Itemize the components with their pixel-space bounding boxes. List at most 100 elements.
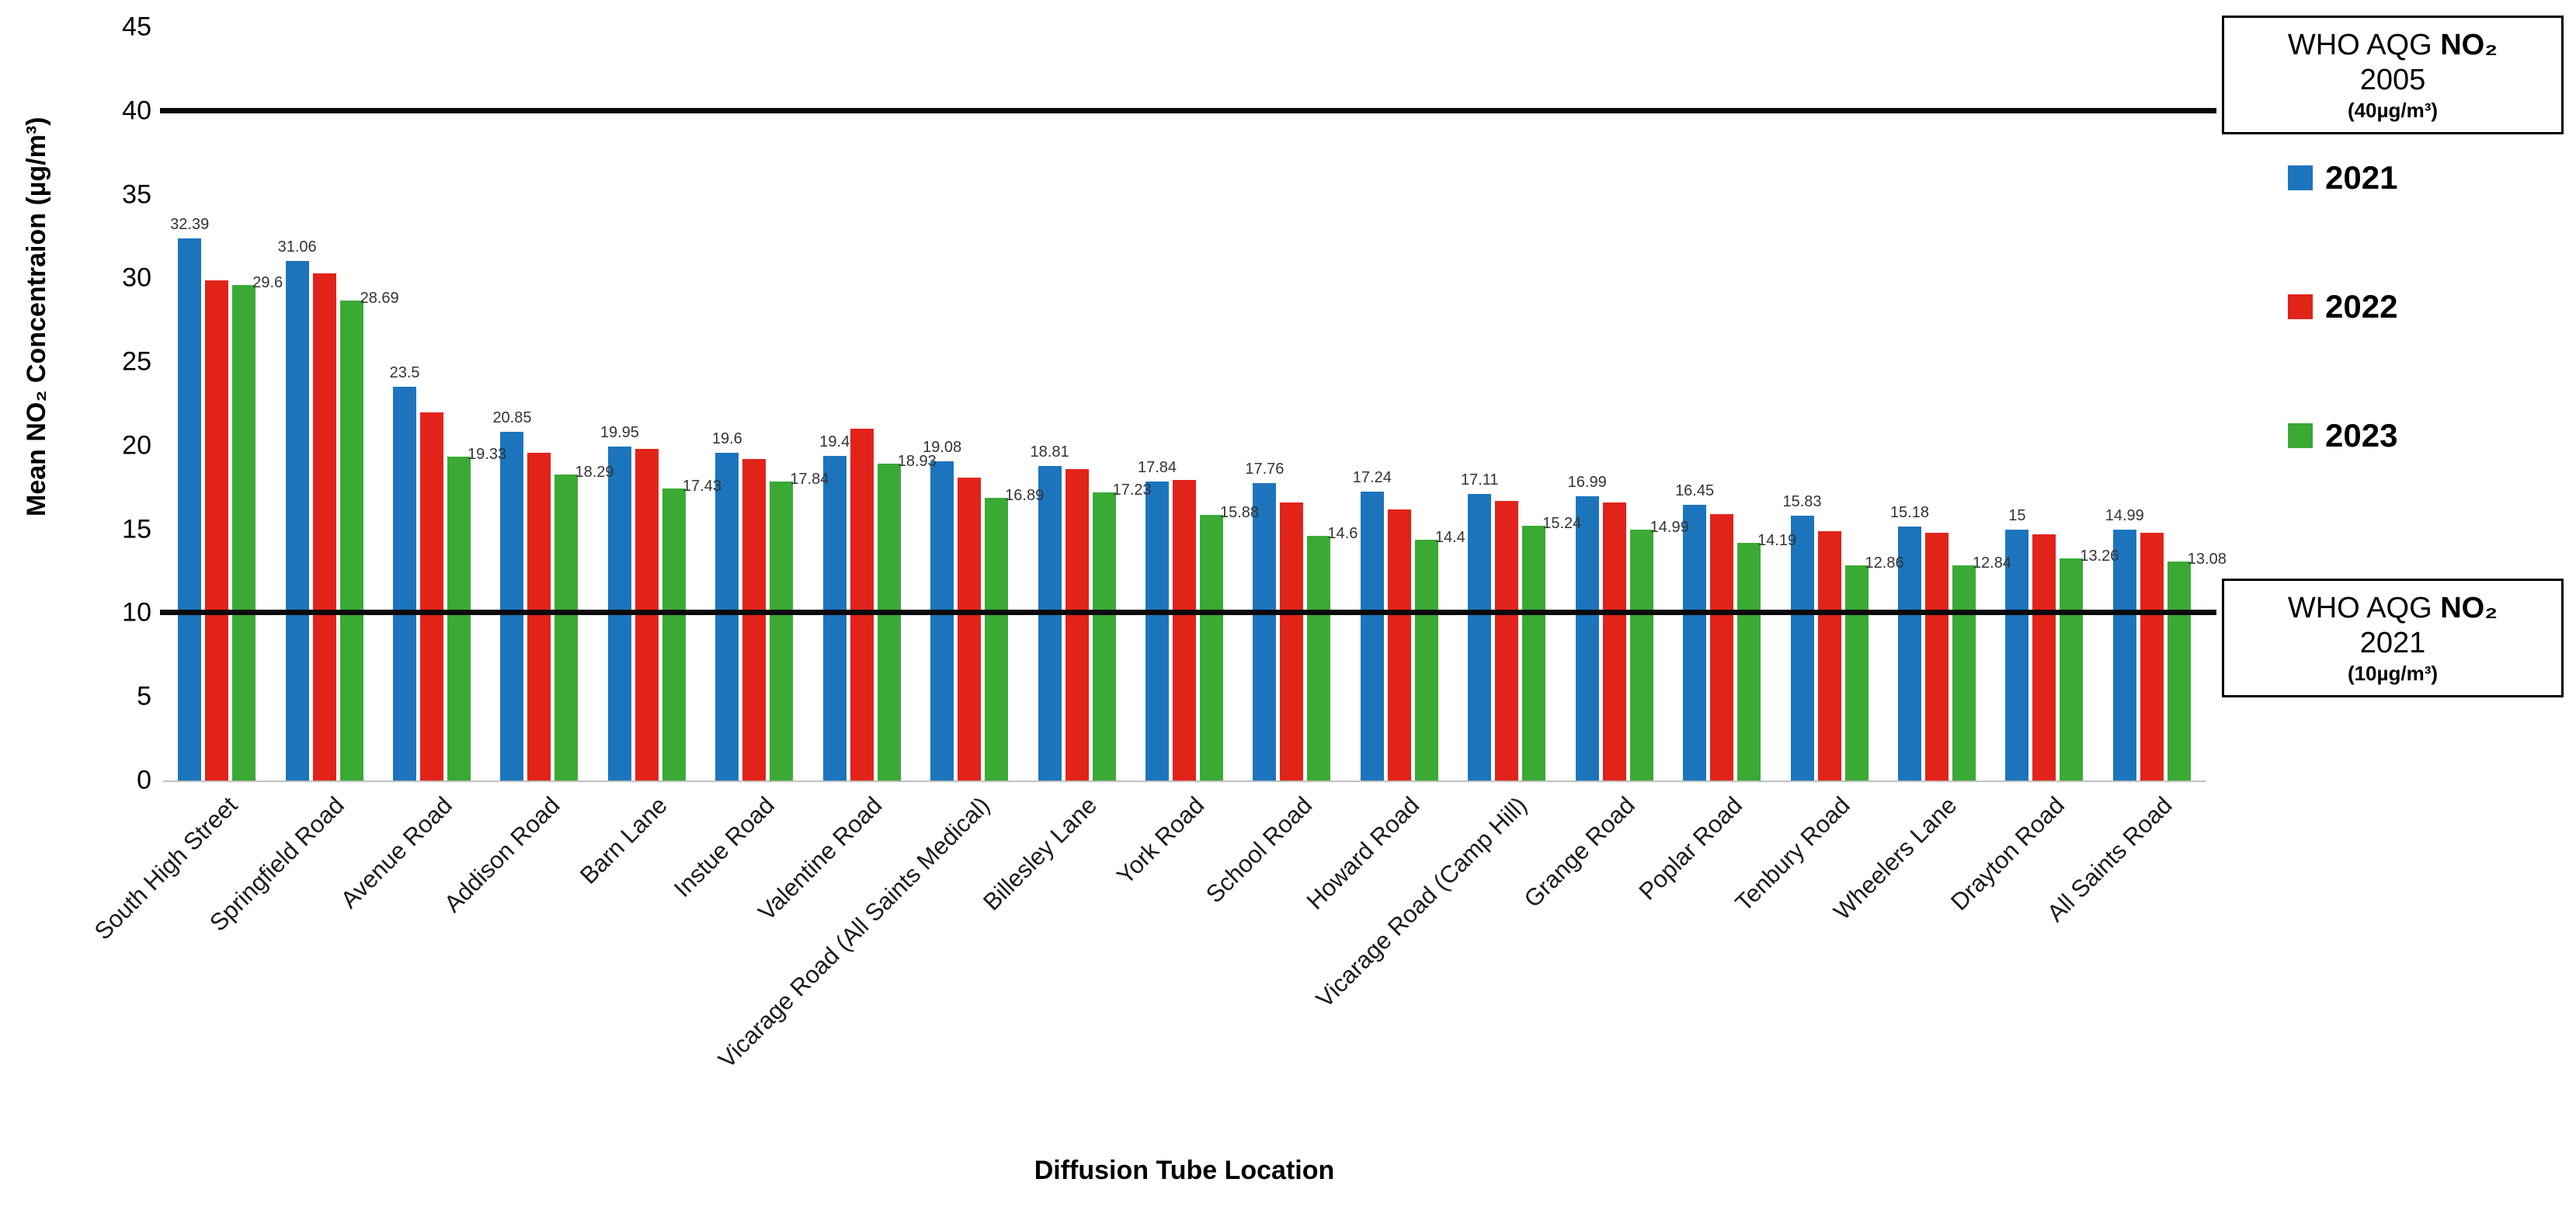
bar-2023	[1307, 536, 1331, 781]
bar-value-label: 19.95	[600, 423, 639, 441]
bar-2021	[285, 260, 309, 781]
bar-value-label: 31.06	[277, 238, 317, 256]
bar-2023	[1522, 525, 1546, 781]
y-tick-label: 30	[122, 263, 151, 293]
bar-value-label: 17.76	[1245, 461, 1285, 478]
who-2005-pollutant: NO₂	[2440, 29, 2498, 61]
who-2005-title: WHO AQG NO₂	[2230, 29, 2555, 62]
bar-2023	[339, 300, 363, 781]
who-2021-threshold: (10µg/m³)	[2347, 662, 2439, 685]
bar-value-label: 17.84	[1137, 459, 1177, 477]
bar-2022	[958, 477, 982, 781]
bar-2023	[877, 463, 901, 781]
bar-2021	[500, 431, 524, 781]
who-2005-threshold: (40µg/m³)	[2347, 99, 2439, 122]
bar-value-label: 15.24	[1542, 514, 1582, 532]
bar-2021	[1897, 526, 1921, 781]
bar-value-label: 16.45	[1675, 482, 1715, 500]
bar-value-label: 13.08	[2187, 551, 2227, 569]
bar-2023	[232, 284, 256, 781]
category-label: Barn Lane	[574, 791, 673, 889]
bar-value-label: 18.29	[575, 463, 614, 481]
legend-item-2023: 2023	[2288, 417, 2397, 454]
bar-2022	[1817, 530, 1841, 781]
bar-2021	[1575, 495, 1599, 781]
bar-2022	[205, 280, 229, 781]
who-2021-box: WHO AQG NO₂ 2021 (10µg/m³)	[2222, 579, 2564, 697]
category-label: Vicarage Road (Camp Hill)	[1310, 791, 1533, 1014]
legend-swatch-2023	[2288, 423, 2313, 448]
bar-2021	[2005, 529, 2029, 781]
bar-2022	[1710, 514, 1734, 781]
bar-2023	[1414, 539, 1438, 781]
category-label: Grange Road	[1518, 791, 1640, 913]
bar-value-label: 32.39	[170, 215, 210, 233]
y-tick-label: 0	[137, 765, 151, 795]
bar-2023	[1844, 565, 1869, 781]
bar-2021	[393, 387, 417, 781]
who-2021-title: WHO AQG NO₂	[2230, 592, 2555, 625]
category-label: Instue Road	[669, 791, 780, 902]
y-tick-label: 25	[122, 346, 151, 377]
category-label: School Road	[1200, 791, 1318, 909]
bar-2022	[1387, 509, 1411, 781]
bar-value-label: 15.88	[1220, 503, 1260, 521]
bar-value-label: 17.84	[790, 471, 829, 489]
who-2005-prefix: WHO AQG	[2287, 29, 2441, 61]
bar-2022	[742, 459, 767, 781]
bar-2022	[2032, 534, 2056, 781]
bar-2023	[985, 497, 1009, 781]
bar-2023	[1092, 492, 1116, 781]
bar-value-label: 23.5	[389, 364, 420, 382]
legend-label-2022: 2022	[2325, 288, 2398, 325]
bar-2022	[1602, 502, 1626, 781]
category-label: Poplar Road	[1633, 791, 1747, 906]
bar-value-label: 19.4	[819, 433, 850, 450]
category-label: York Road	[1111, 791, 1210, 890]
bar-value-label: 16.89	[1005, 486, 1045, 504]
bar-2022	[1065, 469, 1089, 781]
bar-2022	[1924, 532, 1949, 781]
bar-2022	[2140, 532, 2164, 781]
bar-value-label: 28.69	[360, 289, 399, 307]
bar-2021	[715, 452, 739, 781]
bar-2023	[554, 474, 579, 781]
bar-2021	[1683, 505, 1707, 781]
legend-item-2021: 2021	[2288, 159, 2397, 196]
bar-2022	[527, 452, 551, 781]
y-tick-label: 15	[122, 514, 151, 544]
legend: 2021 2022 2023	[2288, 159, 2397, 454]
who-2005-year: 2005	[2359, 64, 2426, 96]
y-tick-label: 10	[122, 597, 151, 628]
chart-right-panel: WHO AQG NO₂ 2005 (40µg/m³) 2021 2022 202…	[2222, 0, 2571, 1217]
bar-2021	[178, 238, 202, 781]
bar-2021	[1468, 494, 1492, 781]
bar-value-label: 13.26	[2080, 548, 2119, 565]
category-label: Avenue Road	[335, 791, 457, 914]
bar-2023	[2060, 558, 2084, 781]
bar-2023	[770, 482, 794, 781]
legend-swatch-2021	[2288, 165, 2313, 190]
bar-2023	[662, 489, 686, 781]
bar-value-label: 14.99	[1650, 518, 1689, 536]
bar-2023	[1629, 529, 1653, 781]
y-tick-label: 40	[122, 96, 151, 126]
bar-value-label: 19.6	[711, 429, 742, 447]
bar-value-label: 15.83	[1782, 492, 1822, 510]
legend-item-2022: 2022	[2288, 288, 2397, 325]
plot-area: 32.39 29.6 South High Street 31.06 28.69 Spri…	[89, 27, 2227, 1073]
category-label: Billesley Lane	[978, 791, 1103, 916]
legend-label-2021: 2021	[2325, 159, 2398, 196]
legend-label-2023: 2023	[2325, 417, 2398, 454]
bar-value-label: 18.81	[1030, 443, 1069, 461]
bar-2022	[420, 412, 444, 781]
bar-value-label: 17.24	[1352, 469, 1392, 487]
bar-value-label: 29.6	[252, 273, 283, 291]
bar-value-label: 12.86	[1865, 554, 1904, 572]
bar-value-label: 16.99	[1567, 473, 1607, 491]
bar-2022	[1173, 480, 1196, 781]
bar-value-label: 18.93	[897, 452, 937, 470]
bar-value-label: 20.85	[492, 409, 532, 426]
bar-value-label: 14.99	[2105, 506, 2144, 524]
